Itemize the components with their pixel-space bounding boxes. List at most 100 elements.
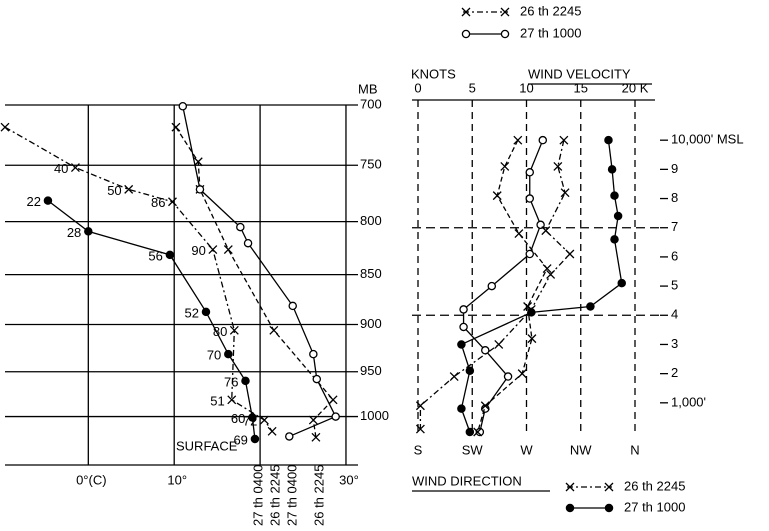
marker bbox=[269, 325, 279, 335]
y-axis-label: MB bbox=[358, 81, 378, 96]
x2-tick-label: NW bbox=[570, 442, 592, 457]
y-tick-label: 5 bbox=[671, 278, 678, 293]
marker bbox=[492, 191, 502, 201]
y-tick-label: 8 bbox=[671, 190, 678, 205]
y-tick-label: 1000 bbox=[360, 408, 389, 423]
point-label: 56 bbox=[148, 248, 162, 263]
marker bbox=[565, 482, 575, 492]
y-tick-label: 700 bbox=[360, 96, 382, 111]
series-line bbox=[477, 139, 548, 433]
point-label: 51 bbox=[210, 393, 224, 408]
point-label: 28 bbox=[67, 225, 81, 240]
marker bbox=[541, 226, 551, 236]
y-tick-label: 10,000' MSL bbox=[671, 132, 744, 147]
marker bbox=[124, 184, 134, 194]
marker bbox=[461, 7, 471, 17]
marker bbox=[500, 161, 510, 171]
marker bbox=[227, 395, 237, 405]
x2-tick-label: N bbox=[630, 442, 639, 457]
marker bbox=[586, 302, 595, 311]
marker bbox=[513, 135, 523, 145]
marker bbox=[538, 135, 548, 145]
y-tick-label: 2 bbox=[671, 365, 678, 380]
y-tick-label: 950 bbox=[360, 363, 382, 378]
marker bbox=[525, 249, 535, 259]
x-tick-label: 15 bbox=[574, 80, 588, 95]
marker bbox=[165, 250, 175, 260]
marker bbox=[565, 249, 575, 259]
marker bbox=[514, 229, 524, 239]
marker bbox=[70, 163, 80, 173]
marker bbox=[465, 427, 475, 437]
marker bbox=[331, 412, 340, 421]
series-label: 26 th 2245 bbox=[311, 465, 326, 526]
series-line bbox=[182, 106, 337, 438]
x2-axis-label: WIND DIRECTION bbox=[412, 473, 522, 488]
y-tick-label: 7 bbox=[671, 219, 678, 234]
marker bbox=[43, 196, 53, 205]
marker bbox=[457, 404, 466, 413]
marker bbox=[617, 278, 626, 288]
marker bbox=[195, 185, 205, 194]
marker bbox=[459, 305, 468, 314]
marker bbox=[311, 432, 321, 442]
marker bbox=[248, 413, 257, 422]
point-label: 76 bbox=[224, 374, 238, 389]
marker bbox=[525, 194, 535, 203]
marker bbox=[208, 245, 218, 255]
series-line bbox=[4, 126, 273, 432]
y-tick-label: 6 bbox=[671, 248, 678, 263]
marker bbox=[604, 482, 614, 492]
annotation: SURFACE bbox=[176, 438, 238, 453]
x-tick-label: 10° bbox=[167, 472, 187, 487]
x-tick-label: 0°(C) bbox=[76, 472, 106, 487]
series-label: 27 th 0400 bbox=[285, 465, 300, 526]
marker bbox=[250, 434, 260, 444]
marker bbox=[241, 376, 250, 386]
marker bbox=[604, 503, 614, 513]
marker bbox=[487, 281, 497, 291]
marker bbox=[610, 191, 619, 200]
series-line bbox=[462, 139, 544, 433]
marker bbox=[559, 135, 569, 145]
marker bbox=[560, 188, 570, 198]
marker bbox=[223, 245, 233, 255]
y-tick-label: 4 bbox=[671, 307, 678, 322]
y-tick-label: 800 bbox=[360, 213, 382, 228]
x-axis-unit: KNOTS bbox=[411, 66, 456, 81]
marker bbox=[613, 211, 623, 221]
marker bbox=[229, 325, 239, 335]
point-label: 70 bbox=[207, 348, 221, 363]
y-tick-label: 1,000' bbox=[671, 394, 706, 409]
marker bbox=[267, 426, 277, 436]
point-label: 86 bbox=[151, 195, 165, 210]
marker bbox=[193, 157, 203, 167]
x-axis-label: WIND VELOCITY bbox=[528, 66, 631, 81]
point-label: 90 bbox=[191, 243, 205, 258]
point-label: 22 bbox=[26, 194, 40, 209]
point-label: 80 bbox=[213, 324, 227, 339]
marker bbox=[565, 503, 575, 513]
series-line bbox=[47, 200, 256, 440]
marker bbox=[546, 269, 556, 279]
marker bbox=[312, 374, 322, 384]
marker bbox=[465, 366, 475, 375]
marker bbox=[243, 238, 253, 248]
x-tick-label: 30° bbox=[339, 472, 359, 487]
point-label: 40 bbox=[54, 161, 68, 176]
x-tick-label: 20 K bbox=[622, 80, 649, 95]
marker bbox=[201, 307, 211, 317]
series-line bbox=[460, 140, 623, 433]
y-tick-label: 750 bbox=[360, 157, 382, 172]
marker bbox=[473, 427, 483, 437]
legend-label: 27 th 1000 bbox=[624, 499, 685, 514]
marker bbox=[607, 165, 617, 174]
y-tick-label: 3 bbox=[671, 336, 678, 351]
legend-label: 26 th 2245 bbox=[520, 3, 581, 18]
marker bbox=[480, 401, 490, 411]
x-tick-label: 5 bbox=[469, 80, 476, 95]
series-label: 27 th 0400 bbox=[250, 465, 265, 526]
marker bbox=[542, 264, 552, 274]
marker bbox=[288, 301, 297, 311]
